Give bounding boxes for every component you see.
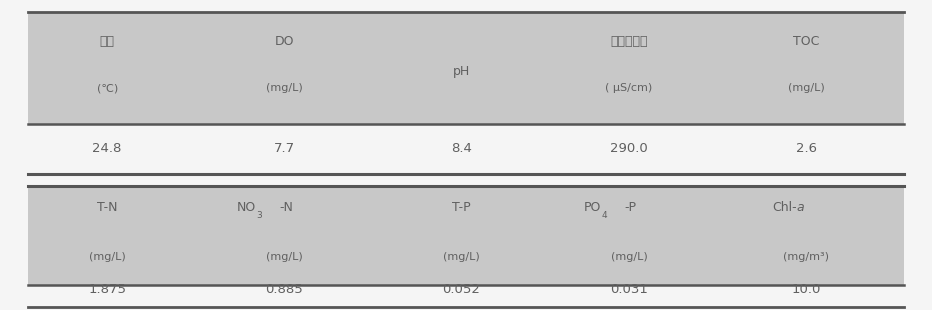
Text: 7.7: 7.7 — [274, 142, 295, 155]
Text: a: a — [797, 201, 804, 214]
Text: PO: PO — [583, 201, 601, 214]
Text: 0.885: 0.885 — [266, 283, 303, 296]
Text: 0.052: 0.052 — [443, 283, 480, 296]
Text: ( μS/cm): ( μS/cm) — [606, 83, 652, 93]
Text: 3: 3 — [256, 211, 262, 220]
Text: 290.0: 290.0 — [610, 142, 648, 155]
Text: (mg/L): (mg/L) — [788, 83, 825, 93]
Text: pH: pH — [453, 65, 470, 78]
Text: (mg/L): (mg/L) — [443, 252, 480, 262]
Text: DO: DO — [275, 35, 294, 48]
Text: Chl-: Chl- — [773, 201, 797, 214]
Text: TOC: TOC — [793, 35, 819, 48]
Text: (mg/L): (mg/L) — [610, 252, 648, 262]
Text: T-P: T-P — [452, 201, 471, 214]
Text: 8.4: 8.4 — [451, 142, 472, 155]
Text: NO: NO — [237, 201, 256, 214]
Text: -N: -N — [280, 201, 294, 214]
Text: 수온: 수온 — [100, 35, 115, 48]
Bar — [28, 12, 904, 124]
Text: 10.0: 10.0 — [791, 283, 821, 296]
Text: -P: -P — [624, 201, 637, 214]
Text: 전기전도도: 전기전도도 — [610, 35, 648, 48]
Text: 0.031: 0.031 — [610, 283, 648, 296]
Text: (mg/L): (mg/L) — [266, 83, 303, 93]
Text: (mg/m³): (mg/m³) — [783, 252, 829, 262]
Text: (mg/L): (mg/L) — [266, 252, 303, 262]
Text: 4: 4 — [601, 211, 607, 220]
Text: 24.8: 24.8 — [92, 142, 122, 155]
Text: 1.875: 1.875 — [89, 283, 126, 296]
Text: 2.6: 2.6 — [796, 142, 816, 155]
Bar — [28, 186, 904, 285]
Text: T-N: T-N — [97, 201, 117, 214]
Text: (mg/L): (mg/L) — [89, 252, 126, 262]
Text: (℃): (℃) — [97, 83, 117, 93]
